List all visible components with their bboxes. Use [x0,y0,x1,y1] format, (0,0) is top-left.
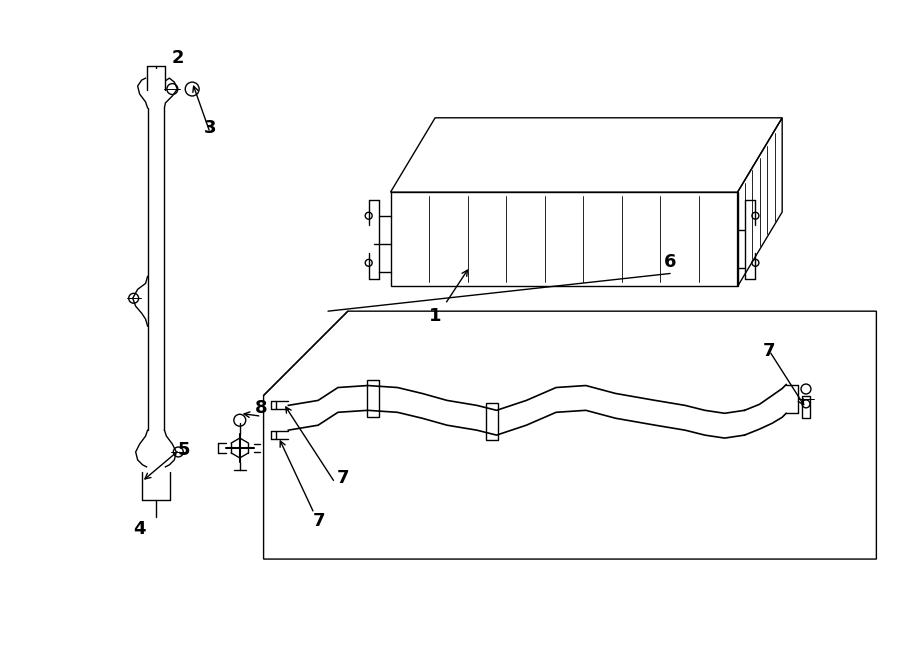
Text: 2: 2 [172,50,184,67]
Bar [486,403,498,440]
Text: 4: 4 [133,520,146,538]
Text: 5: 5 [178,441,191,459]
Text: 7: 7 [763,342,776,360]
Text: 3: 3 [203,119,216,137]
Text: 7: 7 [337,469,349,486]
Bar [802,397,810,418]
Text: 6: 6 [664,253,677,270]
Text: 7: 7 [313,512,326,530]
Text: 1: 1 [429,307,441,325]
Bar [366,380,379,416]
Text: 8: 8 [256,399,268,417]
